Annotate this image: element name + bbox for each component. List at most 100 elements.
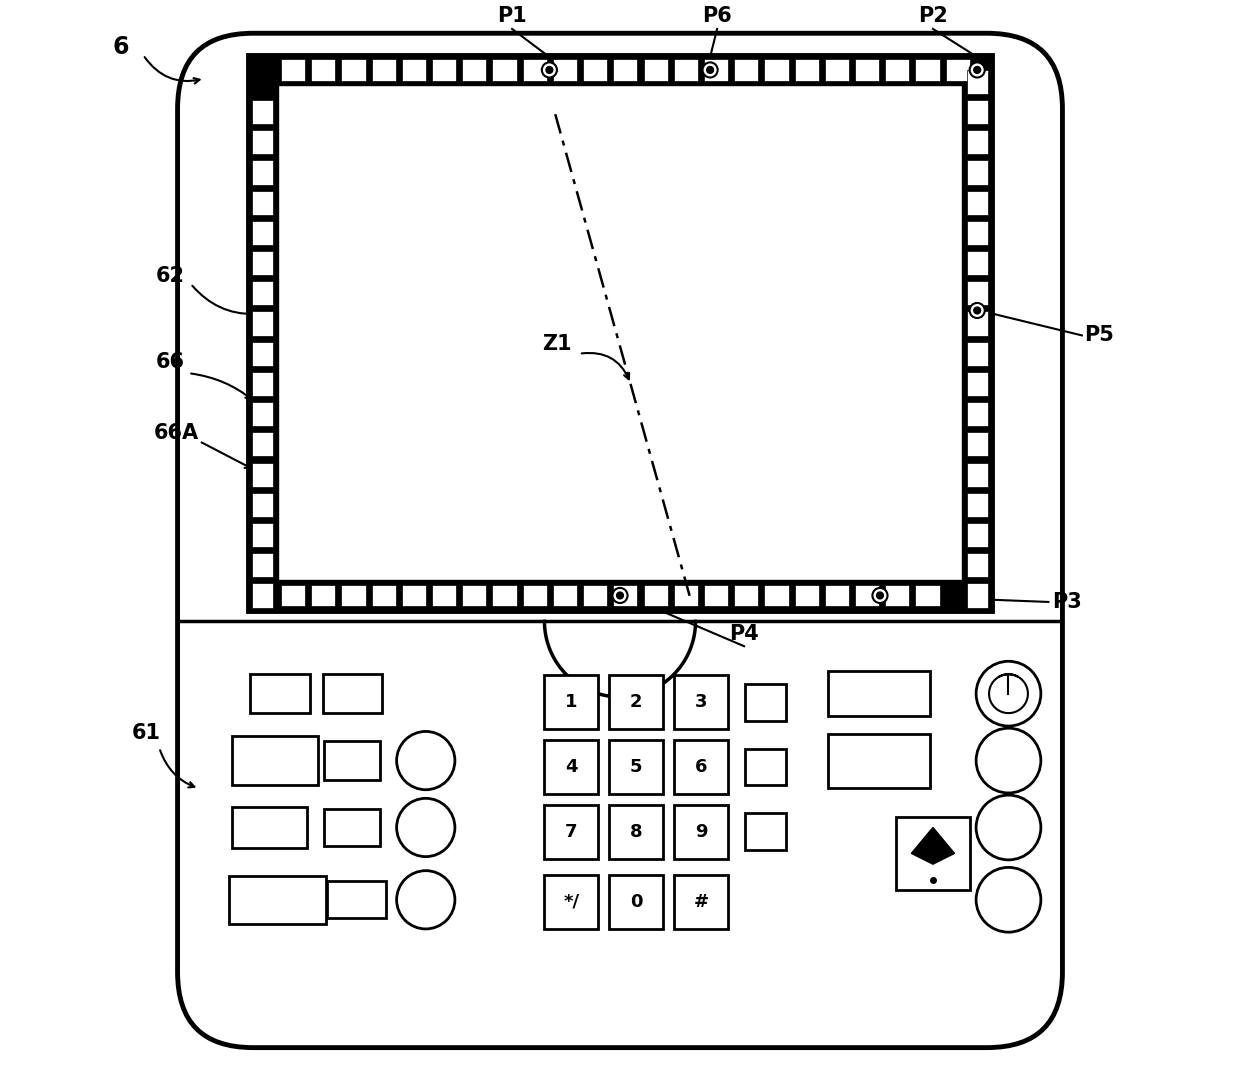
- Bar: [252, 583, 273, 608]
- Bar: [745, 684, 786, 720]
- Circle shape: [976, 728, 1040, 793]
- Circle shape: [542, 63, 557, 78]
- Bar: [609, 675, 663, 729]
- Bar: [432, 585, 456, 606]
- Bar: [252, 462, 273, 487]
- Bar: [675, 675, 728, 729]
- Bar: [967, 190, 988, 215]
- Bar: [341, 585, 366, 606]
- Bar: [704, 59, 728, 81]
- Circle shape: [973, 67, 981, 73]
- Circle shape: [707, 67, 713, 73]
- Text: P4: P4: [729, 624, 759, 644]
- Bar: [825, 585, 849, 606]
- Text: P6: P6: [702, 5, 732, 26]
- Bar: [967, 583, 988, 608]
- Bar: [583, 59, 608, 81]
- Bar: [856, 585, 879, 606]
- Bar: [232, 807, 308, 848]
- Bar: [967, 462, 988, 487]
- Circle shape: [877, 592, 883, 599]
- Circle shape: [970, 63, 985, 78]
- Text: */: */: [563, 893, 579, 910]
- Text: 2: 2: [630, 693, 642, 712]
- Bar: [252, 432, 273, 457]
- Bar: [856, 59, 879, 81]
- Bar: [252, 190, 273, 215]
- Bar: [614, 59, 637, 81]
- Bar: [885, 585, 909, 606]
- Bar: [325, 741, 381, 780]
- Bar: [278, 580, 962, 610]
- Text: 4: 4: [565, 758, 578, 777]
- Text: 7: 7: [565, 823, 578, 841]
- Text: 1: 1: [565, 693, 578, 712]
- Bar: [248, 580, 278, 610]
- Bar: [252, 100, 273, 124]
- Bar: [583, 585, 608, 606]
- Bar: [325, 809, 381, 846]
- Bar: [825, 59, 849, 81]
- Bar: [311, 585, 335, 606]
- Bar: [967, 281, 988, 306]
- Bar: [609, 875, 663, 929]
- Bar: [967, 372, 988, 396]
- Bar: [252, 492, 273, 517]
- Bar: [644, 585, 667, 606]
- Bar: [252, 341, 273, 366]
- Bar: [967, 402, 988, 427]
- Text: P5: P5: [1084, 325, 1114, 346]
- Bar: [544, 805, 599, 859]
- Bar: [675, 805, 728, 859]
- Bar: [967, 523, 988, 548]
- Bar: [402, 59, 427, 81]
- Text: 66: 66: [156, 352, 185, 373]
- Text: 5: 5: [630, 758, 642, 777]
- Bar: [463, 59, 486, 81]
- Bar: [745, 813, 786, 850]
- Bar: [734, 59, 759, 81]
- Bar: [967, 131, 988, 154]
- Text: #: #: [693, 893, 708, 910]
- Bar: [675, 875, 728, 929]
- Circle shape: [613, 588, 627, 603]
- Circle shape: [976, 661, 1040, 726]
- Bar: [248, 85, 278, 610]
- Circle shape: [397, 870, 455, 929]
- Bar: [967, 341, 988, 366]
- Bar: [915, 59, 940, 81]
- Bar: [372, 585, 396, 606]
- Bar: [644, 59, 667, 81]
- Bar: [962, 55, 992, 85]
- Bar: [795, 585, 818, 606]
- Bar: [252, 281, 273, 306]
- Bar: [281, 59, 305, 81]
- Bar: [252, 372, 273, 396]
- Bar: [278, 55, 992, 85]
- Circle shape: [976, 867, 1040, 932]
- Text: P2: P2: [918, 5, 947, 26]
- Text: 3: 3: [694, 693, 707, 712]
- Bar: [252, 553, 273, 578]
- Circle shape: [973, 307, 981, 314]
- Bar: [544, 740, 599, 794]
- Circle shape: [976, 795, 1040, 860]
- Circle shape: [546, 67, 553, 73]
- Bar: [764, 585, 789, 606]
- Bar: [544, 675, 599, 729]
- Bar: [946, 59, 970, 81]
- Bar: [614, 585, 637, 606]
- Bar: [673, 59, 698, 81]
- Bar: [967, 100, 988, 124]
- Bar: [967, 251, 988, 275]
- Circle shape: [616, 592, 624, 599]
- Bar: [553, 585, 577, 606]
- Bar: [252, 311, 273, 336]
- Bar: [252, 160, 273, 185]
- Bar: [372, 59, 396, 81]
- Circle shape: [703, 63, 718, 78]
- Bar: [544, 875, 599, 929]
- Bar: [962, 580, 992, 610]
- Bar: [252, 523, 273, 548]
- Bar: [252, 220, 273, 245]
